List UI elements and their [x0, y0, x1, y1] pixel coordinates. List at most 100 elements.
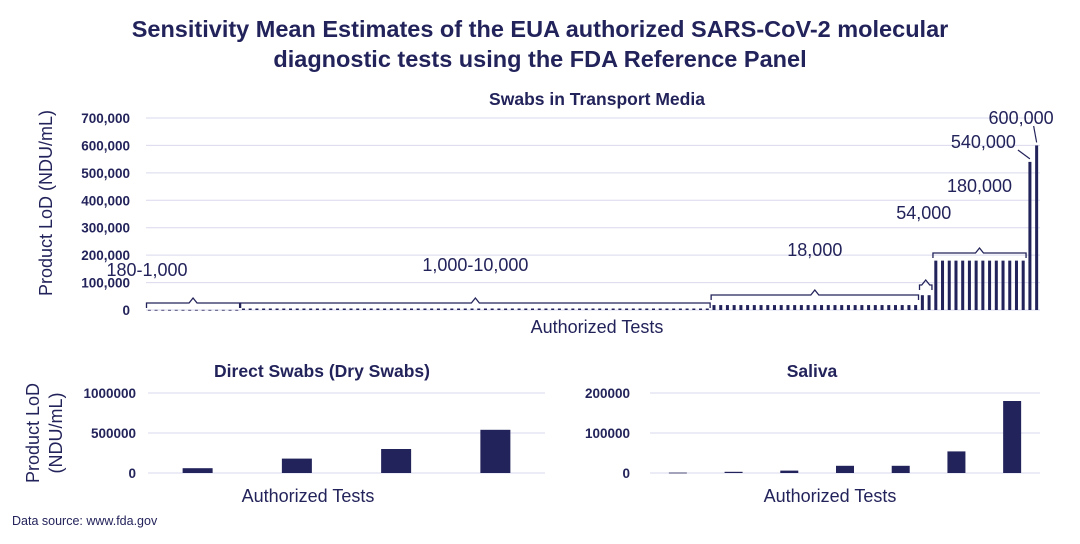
main-bar: [719, 305, 723, 310]
main-bar: [524, 308, 528, 310]
main-bar: [772, 305, 776, 310]
main-bar: [315, 308, 319, 310]
main-bar: [497, 308, 501, 310]
saliva-bar: [780, 470, 799, 473]
main-bar: [672, 308, 676, 310]
saliva-bar: [1003, 401, 1022, 473]
main-bar: [228, 309, 232, 311]
leader-line: [1033, 125, 1038, 143]
main-bar: [988, 260, 992, 310]
data-source-note: Data source: www.fda.gov: [12, 514, 158, 528]
main-bar: [396, 308, 400, 310]
direct-y-tick-label: 500000: [91, 426, 136, 441]
main-bar: [463, 308, 467, 310]
saliva-chart-title: Saliva: [787, 361, 838, 381]
direct-bar: [381, 449, 412, 473]
main-bar: [961, 260, 965, 310]
main-bar: [282, 308, 286, 310]
main-bar: [389, 308, 393, 310]
main-bar: [806, 305, 810, 310]
main-bar: [241, 308, 245, 310]
main-bar: [752, 305, 756, 310]
main-bar: [786, 305, 790, 310]
saliva-bar: [724, 471, 743, 473]
main-bar: [685, 308, 689, 310]
main-bar: [591, 308, 595, 310]
main-bar: [510, 308, 514, 310]
group-brace: [239, 296, 711, 308]
main-bar: [430, 308, 434, 310]
main-bar: [255, 308, 259, 310]
main-bar: [867, 305, 871, 310]
main-bar: [275, 308, 279, 310]
main-bar: [1001, 260, 1005, 310]
main-y-tick-label: 100,000: [81, 276, 130, 291]
group-label: 180-1,000: [107, 260, 188, 280]
main-bar: [369, 308, 373, 310]
main-bar: [578, 308, 582, 310]
main-bar: [336, 308, 340, 310]
main-bar: [268, 308, 272, 310]
main-bar: [235, 309, 239, 311]
group-label: 54,000: [896, 203, 951, 223]
main-bar: [692, 308, 696, 310]
main-chart-title: Swabs in Transport Media: [489, 89, 705, 109]
main-bar: [530, 308, 535, 310]
main-bar: [349, 308, 353, 310]
saliva-y-tick-label: 200000: [585, 386, 630, 401]
main-bar: [416, 308, 420, 310]
main-bar: [947, 260, 951, 310]
main-bar: [457, 308, 461, 310]
main-bar: [840, 305, 844, 310]
main-y-tick-label: 0: [122, 303, 130, 318]
main-bar: [860, 305, 864, 310]
main-bar: [625, 308, 629, 310]
main-bar: [470, 308, 474, 310]
main-bar: [329, 308, 333, 310]
main-bar: [571, 308, 575, 310]
main-bar: [779, 305, 783, 310]
main-bar: [907, 305, 911, 310]
main-bar: [584, 308, 588, 310]
main-bar: [873, 305, 877, 310]
main-bar: [174, 309, 178, 311]
leader-line: [1017, 149, 1031, 160]
main-bar: [557, 308, 561, 310]
main-bar: [289, 308, 293, 310]
main-bar: [322, 308, 326, 310]
main-bar: [699, 308, 703, 310]
main-bar: [712, 305, 716, 310]
direct-y-axis-label-line-1: Product LoD: [23, 383, 43, 483]
main-bar: [450, 308, 454, 310]
saliva-y-tick-label: 0: [622, 466, 630, 481]
main-bar: [1035, 145, 1039, 310]
main-bar: [201, 309, 205, 311]
chart-title-line-2: diagnostic tests using the FDA Reference…: [273, 46, 807, 72]
main-bar: [544, 308, 548, 310]
main-bar: [732, 305, 736, 310]
main-bar: [248, 308, 252, 310]
main-bar: [934, 260, 938, 310]
main-bar: [1014, 260, 1018, 310]
main-bar: [309, 308, 313, 310]
main-bar: [362, 308, 366, 310]
main-bar: [295, 308, 299, 310]
main-bar: [739, 305, 743, 310]
main-y-tick-label: 600,000: [81, 138, 130, 153]
main-bar: [147, 309, 151, 311]
saliva-x-axis-label: Authorized Tests: [764, 486, 897, 506]
main-bar: [517, 308, 521, 310]
main-bar: [967, 260, 971, 310]
main-bar: [887, 305, 891, 310]
main-bar: [154, 309, 158, 311]
direct-x-axis-label: Authorized Tests: [242, 486, 375, 506]
main-bar: [813, 305, 817, 310]
main-bar: [914, 305, 918, 310]
main-bar: [766, 305, 770, 310]
main-y-tick-label: 400,000: [81, 193, 130, 208]
direct-y-tick-label: 1000000: [83, 386, 136, 401]
direct-y-tick-label: 0: [128, 466, 136, 481]
main-bar: [981, 260, 985, 310]
main-x-axis-label: Authorized Tests: [531, 317, 664, 337]
main-bar: [410, 308, 414, 310]
